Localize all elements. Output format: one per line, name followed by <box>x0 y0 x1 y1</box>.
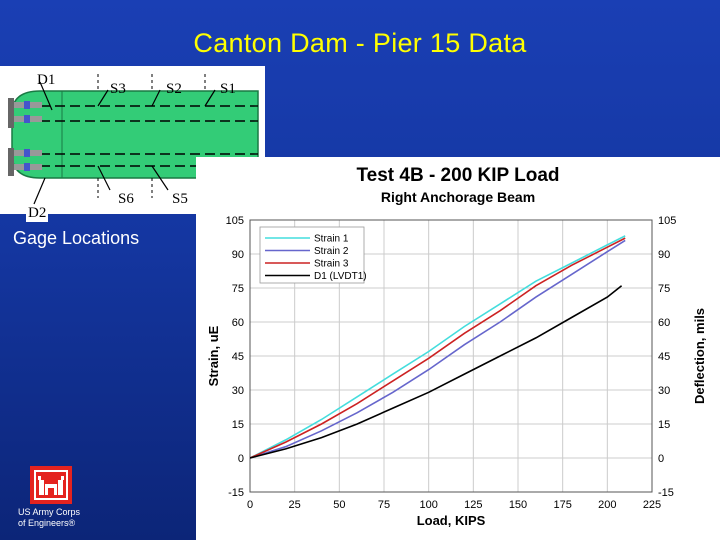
x-tick-label: 175 <box>553 499 571 511</box>
usace-castle-logo <box>30 466 72 504</box>
pier-schematic <box>8 74 259 205</box>
y-axis-label: Strain, uE <box>206 325 221 386</box>
y-tick-label: 30 <box>232 385 244 397</box>
chart-subtitle: Right Anchorage Beam <box>380 189 536 205</box>
gage-guides <box>97 74 206 198</box>
gage-diagram: D1 S3 S2 S1 S6 S5 <box>0 66 265 214</box>
y2-tick-label: 15 <box>658 419 670 431</box>
legend-entry: Strain 1 <box>314 234 349 245</box>
x-tick-label: 75 <box>378 499 390 511</box>
x-tick-label: 125 <box>464 499 482 511</box>
y2-tick-label: 90 <box>658 249 670 261</box>
y-tick-label: 45 <box>232 351 244 363</box>
y-tick-label: 75 <box>232 283 244 295</box>
chart-title: Test 4B - 200 KIP Load <box>356 165 560 186</box>
legend-entry: Strain 3 <box>314 259 349 270</box>
x-tick-label: 225 <box>643 499 661 511</box>
y2-tick-label: 30 <box>658 385 670 397</box>
logo-line-2: of Engineers® <box>18 518 76 528</box>
x-tick-label: 150 <box>509 499 527 511</box>
legend-entry: Strain 2 <box>314 246 349 257</box>
x-tick-label: 0 <box>247 499 253 511</box>
series-line <box>249 285 623 459</box>
y2-tick-label: 75 <box>658 283 670 295</box>
series-line <box>249 237 626 459</box>
x-tick-label: 25 <box>289 499 301 511</box>
y2-tick-label: 45 <box>658 351 670 363</box>
y-tick-label: 60 <box>232 317 244 329</box>
x-axis-label: Load, KIPS <box>417 513 486 528</box>
y2-tick-label: 0 <box>658 453 664 465</box>
y-tick-label: 15 <box>232 419 244 431</box>
slide-title: Canton Dam - Pier 15 Data <box>193 28 527 58</box>
gage-leaders <box>33 81 216 205</box>
legend-entry: D1 (LVDT1) <box>314 271 367 282</box>
gage-label-s3: S3 <box>110 81 126 97</box>
gage-label-d2: D2 <box>26 205 49 222</box>
gage-label-d1: D1 <box>37 72 56 88</box>
x-tick-label: 50 <box>333 499 345 511</box>
chart-panel: Test 4B - 200 KIP Load Right Anchorage B… <box>196 157 720 540</box>
series-line <box>249 235 626 459</box>
y2-axis-label: Deflection, mils <box>692 308 707 404</box>
logo-line-1: US Army Corps <box>18 507 81 517</box>
y-tick-label: 90 <box>232 249 244 261</box>
usace-logo-text: US Army Corps of Engineers® <box>18 507 80 529</box>
y2-tick-label: 60 <box>658 317 670 329</box>
legend-box <box>259 226 365 284</box>
gage-label-s6: S6 <box>118 191 134 207</box>
y-tick-label: 105 <box>226 215 244 227</box>
plot-area-frame <box>249 219 653 493</box>
y-tick-label: 0 <box>238 453 244 465</box>
x-tick-label: 200 <box>598 499 616 511</box>
gage-label-s5: S5 <box>172 191 188 207</box>
y2-tick-label: -15 <box>658 487 674 499</box>
anchor-plates <box>8 98 42 176</box>
y-tick-label: -15 <box>228 487 244 499</box>
gage-label-s1: S1 <box>220 81 236 97</box>
gage-label-s2: S2 <box>166 81 182 97</box>
castle-icon <box>34 470 68 500</box>
y2-tick-label: 105 <box>658 215 676 227</box>
x-tick-label: 100 <box>419 499 437 511</box>
series-line <box>249 239 626 459</box>
gage-locations-caption: Gage Locations <box>13 228 140 248</box>
